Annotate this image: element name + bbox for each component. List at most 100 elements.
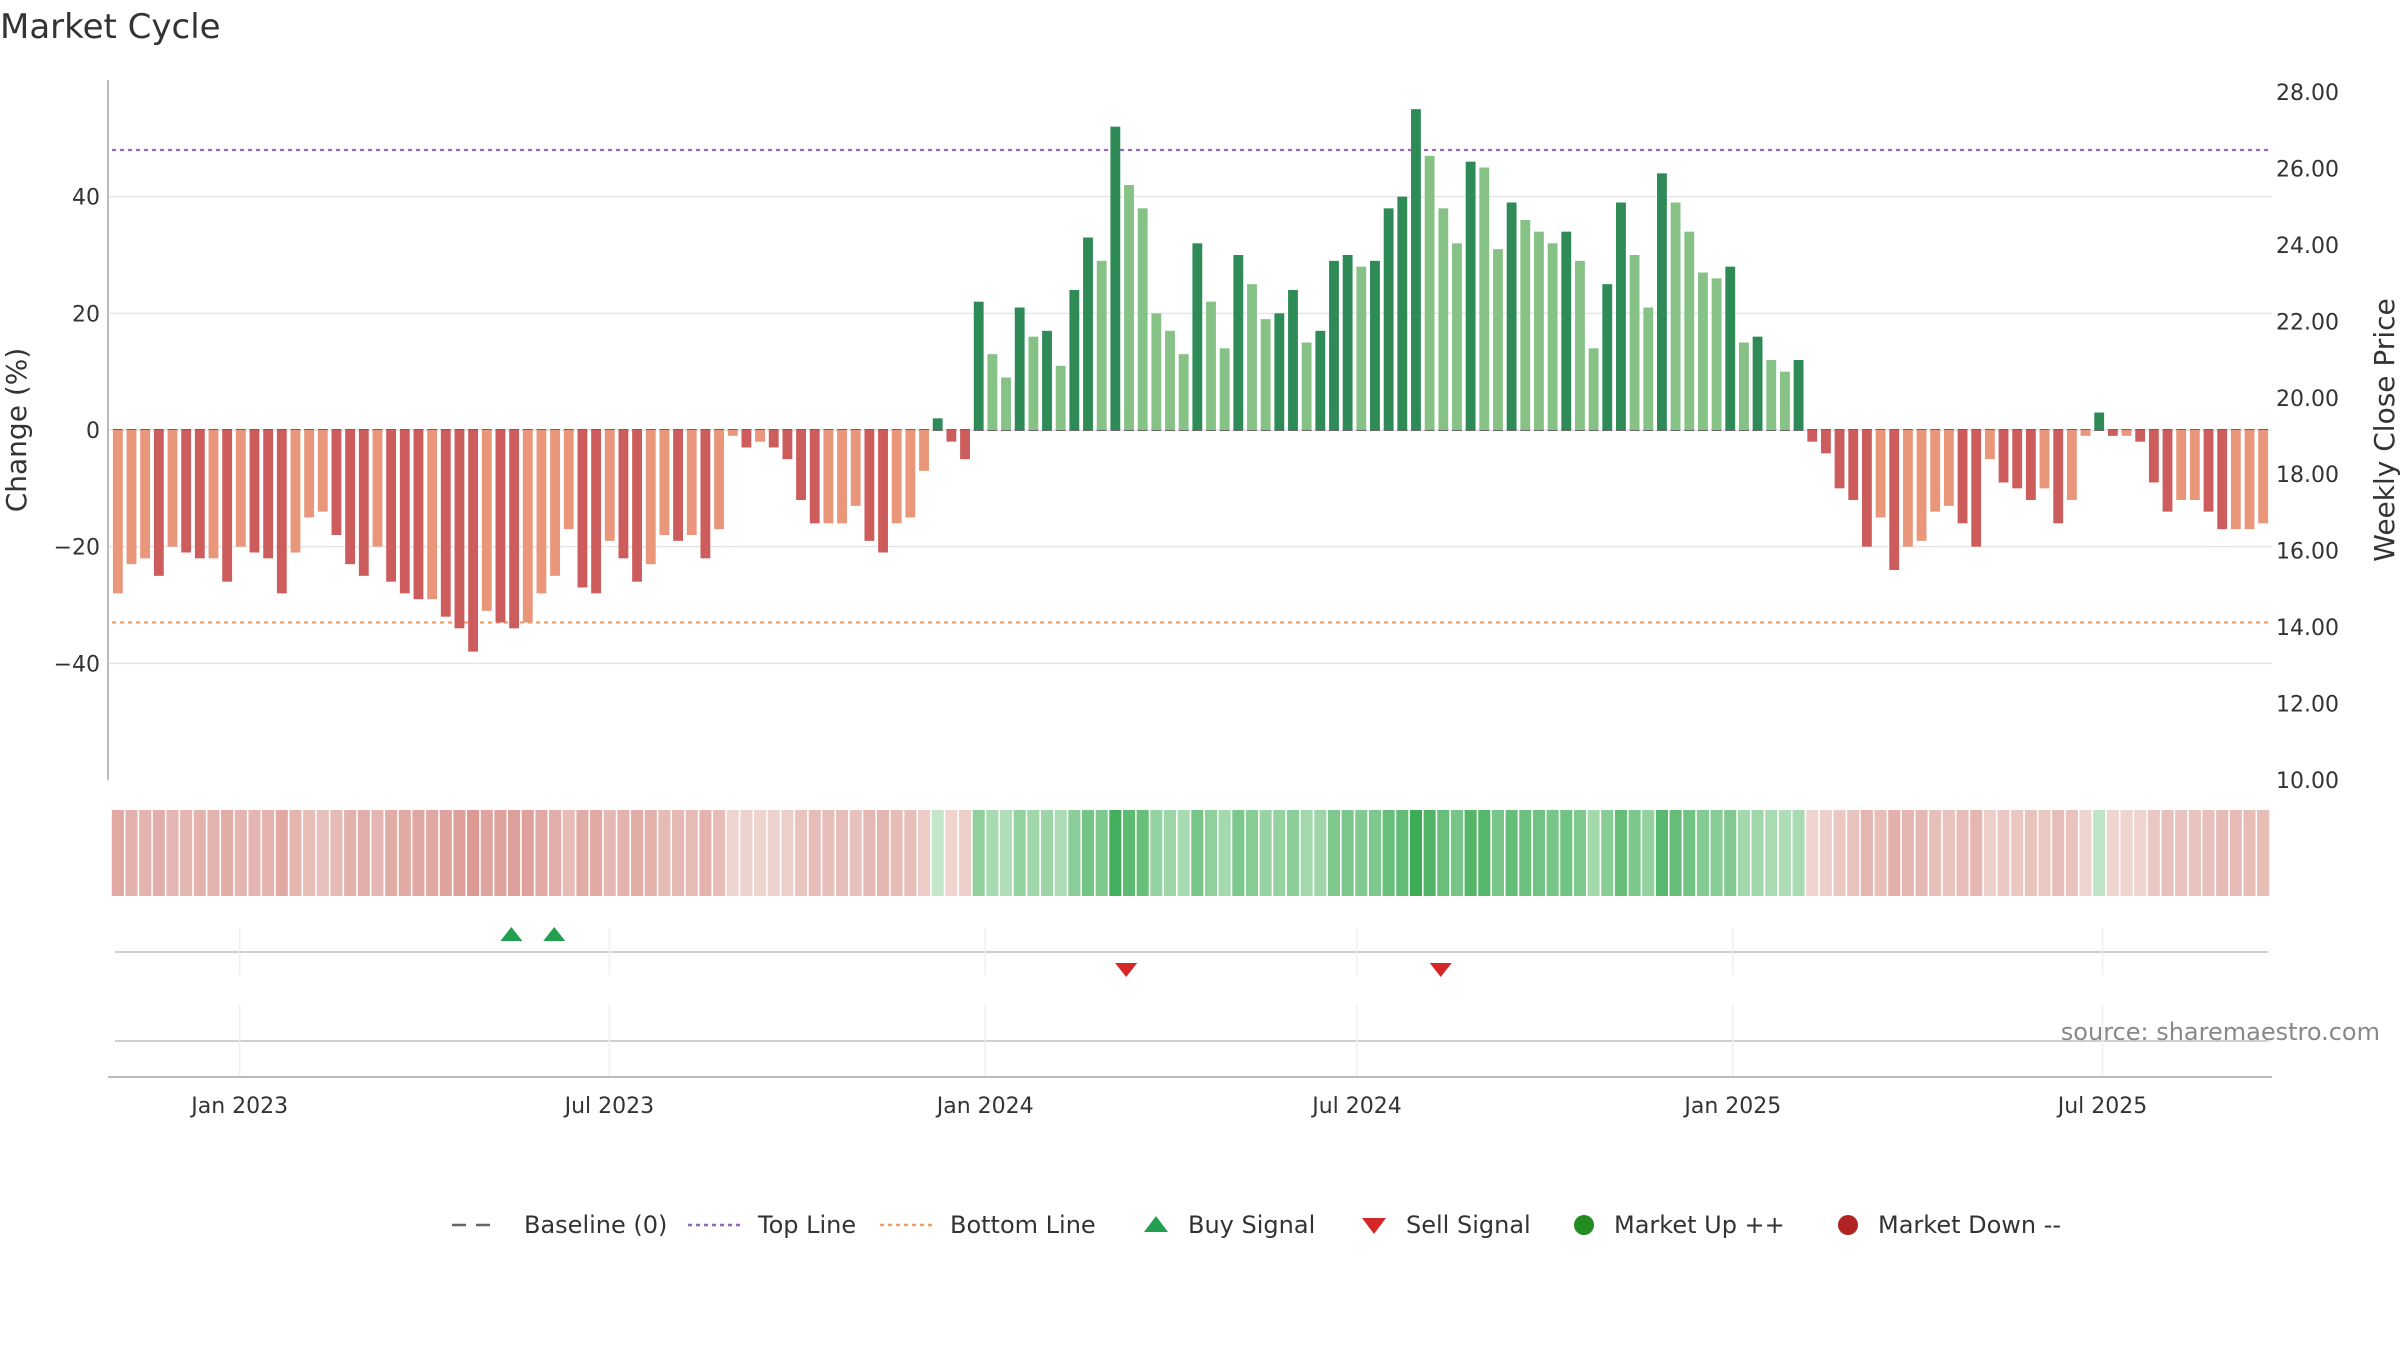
bar [1438, 208, 1449, 430]
bar [809, 430, 820, 524]
heatmap-cell [931, 810, 944, 896]
heatmap-cell [453, 810, 466, 896]
bar [714, 430, 724, 530]
heatmap-cell [1737, 810, 1750, 896]
y-axis-ticks: −40 −20 0 20 40 [54, 186, 100, 678]
bar [440, 430, 451, 617]
bar [973, 301, 984, 430]
heatmap-cell [1587, 810, 1600, 896]
bar [1274, 313, 1285, 430]
heatmap-cell [303, 810, 316, 896]
sell-signal-marker [1429, 963, 1452, 977]
heatmap-cell [2243, 810, 2256, 896]
bar [700, 430, 711, 559]
heatmap-cell [1765, 810, 1778, 896]
bar [126, 430, 137, 565]
source-label: source: sharemaestro.com [2061, 1018, 2380, 1046]
bar [1984, 430, 1995, 460]
heatmap-cell [1218, 810, 1231, 896]
bar [1110, 126, 1121, 431]
heatmap-cell [1341, 810, 1354, 896]
bar [468, 430, 479, 652]
heatmap-cell [603, 810, 616, 896]
bar [1151, 313, 1162, 430]
bar [946, 430, 957, 442]
x-tick-label: Jan 2024 [935, 1094, 1034, 1119]
bar [399, 430, 410, 594]
bar [1178, 354, 1189, 430]
heatmap-cell [754, 810, 767, 896]
x-tick-label: Jul 2024 [1310, 1094, 1402, 1119]
bar [1411, 109, 1421, 431]
y2-axis-ticks: 10.00 12.00 14.00 16.00 18.00 20.00 22.00 24.00… [2276, 81, 2339, 794]
bar [577, 430, 588, 588]
heatmap-cell [1163, 810, 1177, 896]
heatmap-cell [1642, 810, 1655, 896]
heatmap-cell [344, 810, 357, 896]
heatmap-cell [2229, 810, 2242, 896]
bar [1069, 290, 1080, 430]
heatmap-cell [1300, 810, 1313, 896]
bar [659, 430, 670, 535]
heatmap-cell [863, 810, 876, 896]
heatmap-cell [1792, 810, 1805, 896]
heatmap-cell [1232, 810, 1245, 896]
heatmap-cell [1095, 810, 1108, 896]
bar [194, 430, 205, 559]
bar [932, 418, 943, 430]
bar [1575, 260, 1585, 430]
heatmap-cell [234, 810, 247, 896]
heatmap-cell [1970, 810, 1983, 896]
heatmap-cell [125, 810, 138, 896]
heatmap-cell [1464, 810, 1477, 896]
bar [2217, 430, 2228, 530]
heatmap-cell [1273, 810, 1286, 896]
bar [2025, 430, 2036, 500]
y2-tick-label: 24.00 [2276, 234, 2339, 259]
bar [2053, 430, 2064, 524]
heatmap-cell [1177, 810, 1190, 896]
heatmap-cell [494, 810, 507, 896]
bar [495, 430, 506, 623]
bar [2080, 430, 2091, 436]
heatmap-cell [1314, 810, 1327, 896]
heatmap-cell [2188, 810, 2201, 896]
bar [1315, 330, 1326, 430]
legend-marker [1362, 1218, 1386, 1234]
bar [1643, 307, 1654, 430]
heatmap-cell [1915, 810, 1928, 896]
heatmap-cell [1245, 810, 1259, 896]
y2-tick-label: 20.00 [2276, 387, 2339, 412]
bar [618, 430, 629, 559]
heatmap-cell [262, 810, 275, 896]
bar [1684, 231, 1695, 430]
bar [1670, 202, 1681, 430]
heatmap-cell [767, 810, 780, 896]
bar [386, 430, 397, 582]
bar [536, 430, 547, 594]
heatmap-cell [508, 810, 521, 896]
bar [1779, 371, 1790, 430]
bar [632, 430, 643, 582]
heatmap-cell [111, 810, 124, 896]
heatmap-cell [1327, 810, 1341, 896]
bar [1165, 330, 1175, 430]
heatmap-cell [1819, 810, 1832, 896]
heatmap-cell [1997, 810, 2010, 896]
heatmap-cell [849, 810, 862, 896]
legend-label: Baseline (0) [524, 1211, 667, 1239]
heatmap-cell [1450, 810, 1463, 896]
legend-label: Top Line [757, 1211, 856, 1239]
bar [686, 430, 697, 535]
heatmap-cell [1286, 810, 1300, 896]
bar [1001, 377, 1011, 430]
bar [1260, 319, 1271, 430]
heatmap-cell [1491, 810, 1504, 896]
bar [2162, 430, 2173, 512]
bar [1206, 301, 1216, 430]
y2-tick-label: 14.00 [2276, 616, 2339, 641]
heatmap-cell [795, 810, 808, 896]
heatmap-cell [2134, 810, 2147, 896]
bars [112, 109, 2269, 652]
bar [522, 430, 533, 623]
